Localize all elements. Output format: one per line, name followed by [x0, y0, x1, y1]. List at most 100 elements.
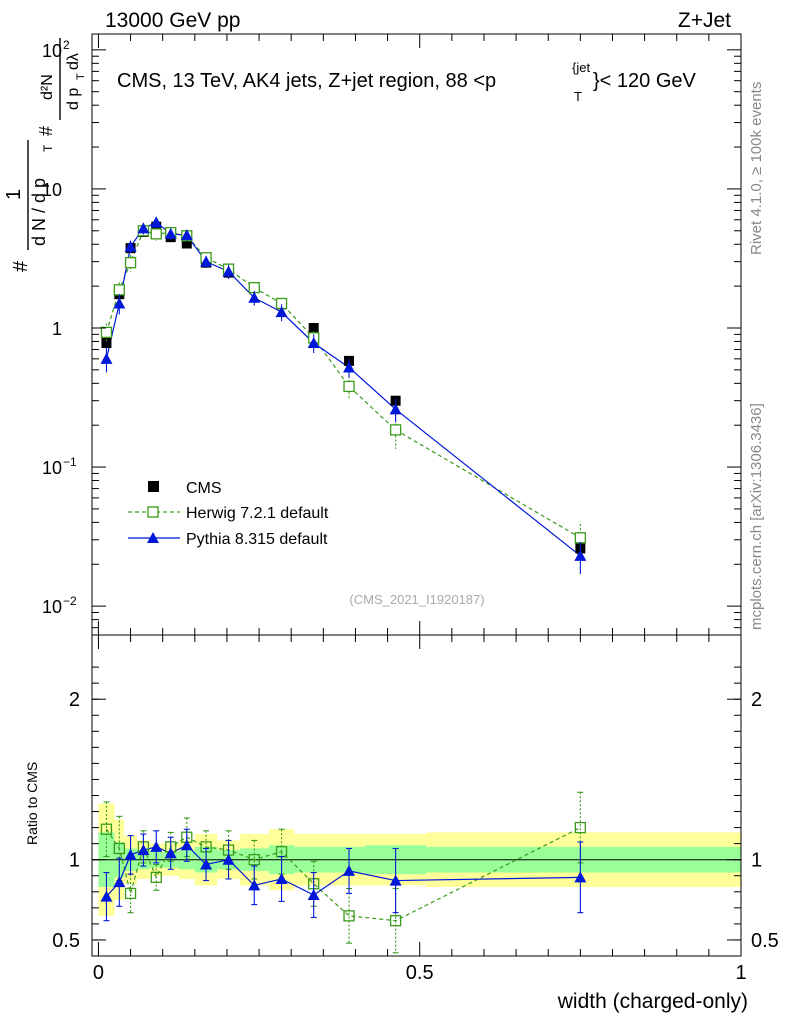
ratio-point-pythia [150, 840, 163, 852]
ylabel-den-1-sub: T [41, 144, 55, 152]
ylabel-den-2-suffix: dλ [65, 53, 82, 70]
ratio-ylabel: Ratio to CMS [24, 762, 40, 845]
main-point-pythia [389, 403, 402, 415]
main-point-pythia [307, 336, 320, 348]
rivet-label: Rivet 4.1.0, ≥ 100k events [748, 82, 765, 255]
ylabel-den-2: d p [65, 88, 82, 110]
ratio-panel: Ratio to CMS 0.5 0.51 12 20 0.5 1 width (char… [24, 634, 779, 1013]
header-left: 13000 GeV pp [105, 9, 240, 32]
title-sub: T [574, 89, 582, 104]
main-point-pythia [113, 297, 126, 309]
ratio-point-pythia [137, 844, 150, 856]
main-point-herwig [574, 532, 587, 544]
main-ytick-label: 10 [42, 180, 62, 200]
ratio-frame [91, 634, 742, 957]
ratio-point-herwig [100, 823, 113, 835]
main-point-cms [181, 238, 192, 249]
main-point-pythia [574, 549, 587, 561]
header-right: Z+Jet [678, 9, 731, 32]
watermark: (CMS_2021_I1920187) [349, 592, 484, 607]
main-ytick-label: 10 [42, 597, 62, 617]
ylabel-hash-1: # [10, 260, 32, 272]
main-point-pythia [275, 306, 288, 318]
ratio-ytick-label: 1 [69, 850, 80, 872]
main-ytick-exponent: −2 [63, 594, 77, 608]
ratio-point-herwig [150, 871, 162, 884]
main-point-pythia [343, 361, 356, 373]
ratio-point-pythia [113, 876, 126, 888]
main-ytick-exponent: 2 [63, 38, 70, 52]
title-prefix: CMS, 13 TeV, AK4 jets, Z+jet region, 88 … [117, 70, 485, 92]
ylabel-den-1: d N / d p [29, 178, 49, 246]
ratio-point-pythia [200, 858, 213, 870]
ylabel-den-2-sub: T [75, 73, 87, 80]
ratio-point-pythia [180, 839, 193, 851]
ratio-xtick-label: 0 [93, 962, 104, 984]
main-point-herwig [124, 256, 137, 269]
main-point-pythia [150, 216, 163, 228]
main-plot-area [100, 216, 587, 575]
ratio-point-herwig [389, 915, 402, 927]
ratio-ytick-label-right: 1 [751, 850, 762, 872]
ylabel-one: 1 [3, 189, 25, 200]
main-point-pythia [100, 352, 113, 364]
main-ylabel: # 1 d N / d p T # d²N d p T dλ [3, 38, 87, 272]
ratio-point-pythia [343, 864, 356, 876]
main-point-cms [308, 322, 319, 333]
ratio-point-pythia [248, 879, 261, 891]
ratio-xtick-label: 0.5 [406, 962, 434, 984]
ratio-point-herwig [248, 854, 260, 866]
mcplots-label: mcplots.cern.ch [arXiv:1306.3436] [748, 403, 765, 630]
ratio-point-pythia [389, 874, 402, 886]
main-point-herwig [150, 228, 162, 240]
ratio-point-pythia [100, 890, 113, 902]
ratio-point-herwig [113, 842, 125, 855]
plot-title: CMS, 13 TeV, AK4 jets, Z+jet region, 88 … [117, 60, 697, 104]
main-point-pythia [124, 240, 137, 252]
main-ytick-label: 1 [52, 319, 62, 339]
ratio-ticks: 0.5 0.51 12 20 0.5 1 [52, 635, 779, 984]
ratio-point-pythia [124, 848, 137, 860]
ratio-ytick-label-right: 0.5 [751, 930, 779, 952]
ratio-point-pythia [275, 872, 288, 884]
xlabel: width (charged-only) [557, 990, 748, 1013]
ratio-point-herwig [343, 910, 355, 922]
ratio-ytick-label: 2 [69, 689, 80, 711]
main-ytick-label: 10 [42, 41, 62, 61]
main-point-pythia [164, 227, 177, 239]
legend-marker-cms [148, 481, 159, 492]
main-point-cms [101, 337, 112, 348]
main-ytick-exponent: −1 [63, 455, 77, 469]
ratio-point-herwig [574, 821, 587, 834]
ylabel-hash-2: # [36, 126, 56, 136]
main-point-herwig [389, 424, 402, 436]
svg-text:CMS, 13 TeV, AK4 jets, Z+jet r: CMS, 13 TeV, AK4 jets, Z+jet region, 88 … [117, 70, 496, 92]
legend-label-pythia: Pythia 8.315 default [186, 531, 328, 548]
ratio-point-pythia [164, 847, 177, 859]
main-point-pythia [248, 291, 261, 303]
main-point-herwig [343, 380, 355, 393]
ratio-point-pythia [222, 853, 235, 865]
title-sup: {jet [572, 60, 590, 75]
ratio-point-herwig [124, 887, 137, 900]
legend-marker-pythia [147, 532, 159, 543]
title-suffix: }< 120 GeV [593, 70, 697, 92]
main-ytick-label: 10 [42, 458, 62, 478]
ratio-xtick-label: 1 [735, 962, 746, 984]
main-point-pythia [137, 222, 150, 234]
main-point-herwig [100, 326, 113, 339]
ratio-point-pythia [574, 871, 587, 883]
legend: CMS Herwig 7.2.1 default Pythia 8.315 de… [128, 480, 329, 548]
main-point-pythia [180, 229, 193, 241]
legend-label-herwig: Herwig 7.2.1 default [186, 505, 329, 522]
ratio-ytick-label: 0.5 [52, 930, 80, 952]
legend-marker-herwig [147, 506, 159, 518]
main-point-herwig [113, 284, 125, 296]
title-p: p [485, 70, 496, 92]
main-point-pythia [200, 255, 213, 267]
main-point-pythia [222, 265, 235, 277]
ratio-ytick-label-right: 2 [751, 689, 762, 711]
legend-label-cms: CMS [186, 480, 222, 497]
